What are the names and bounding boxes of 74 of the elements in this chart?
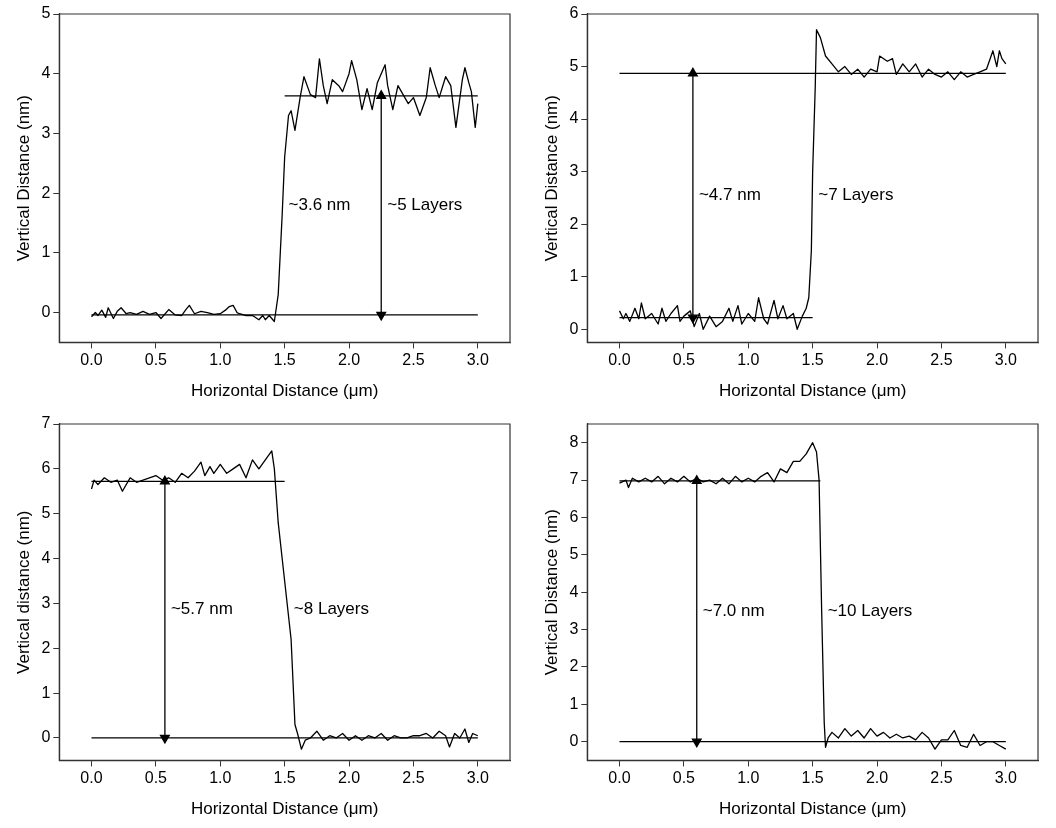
x-axis-title: Horizontal Distance (μm) — [190, 381, 379, 401]
y-tick-label: 4 — [569, 582, 579, 600]
x-tick-label: 0.0 — [608, 351, 631, 369]
x-tick-label: 0.5 — [672, 351, 696, 369]
x-tick-label: 1.0 — [737, 351, 760, 369]
x-tick-label: 0.0 — [80, 769, 103, 787]
x-tick-label: 1.5 — [273, 769, 296, 787]
x-tick-label: 2.5 — [402, 351, 425, 369]
x-tick-label: 1.0 — [209, 769, 232, 787]
y-axis-title: Vertical Distance (nm) — [541, 509, 561, 676]
x-tick-label: 0.5 — [144, 351, 168, 369]
y-tick-label: 1 — [569, 694, 579, 712]
annotation: ~8 Layers — [293, 599, 369, 619]
x-tick-label: 3.0 — [994, 769, 1018, 787]
x-tick-label: 1.5 — [273, 351, 296, 369]
y-tick-label: 0 — [569, 732, 579, 750]
y-tick-label: 3 — [569, 619, 579, 637]
y-tick-label: 3 — [569, 162, 579, 180]
annotation: ~5 Layers — [387, 195, 463, 215]
x-tick-label: 2.5 — [402, 769, 425, 787]
y-tick-label: 5 — [569, 545, 579, 563]
x-axis-title: Horizontal Distance (μm) — [718, 381, 907, 401]
y-tick-label: 7 — [569, 470, 579, 488]
y-tick-label: 3 — [41, 123, 51, 141]
x-tick-label: 1.0 — [737, 769, 760, 787]
y-tick-label: 5 — [569, 56, 579, 74]
x-tick-label: 1.5 — [801, 769, 824, 787]
y-tick-label: 2 — [41, 638, 51, 656]
x-tick-label: 0.0 — [80, 351, 103, 369]
x-tick-label: 2.5 — [930, 351, 953, 369]
y-tick-label: 1 — [41, 243, 51, 261]
x-tick-label: 3.0 — [466, 769, 490, 787]
x-tick-label: 2.0 — [865, 769, 889, 787]
x-axis-title: Horizontal Distance (μm) — [190, 799, 379, 819]
y-tick-label: 2 — [41, 183, 51, 201]
x-tick-label: 1.5 — [801, 351, 824, 369]
x-tick-label: 2.0 — [337, 351, 361, 369]
annotation: ~5.7 nm — [170, 599, 233, 619]
y-tick-label: 3 — [41, 593, 51, 611]
y-tick-label: 2 — [569, 657, 579, 675]
y-tick-label: 6 — [569, 4, 579, 22]
y-tick-label: 7 — [41, 414, 51, 432]
y-tick-label: 6 — [41, 459, 51, 477]
y-tick-label: 4 — [569, 109, 579, 127]
x-tick-label: 2.5 — [930, 769, 953, 787]
annotation: ~10 Layers — [827, 600, 913, 620]
y-tick-label: 4 — [41, 548, 51, 566]
annotation: ~3.6 nm — [288, 195, 351, 215]
y-tick-label: 0 — [41, 302, 51, 320]
x-tick-label: 2.0 — [337, 769, 361, 787]
y-axis-title: Vertical Distance (nm) — [541, 95, 561, 262]
x-tick-label: 1.0 — [209, 351, 232, 369]
annotation: ~4.7 nm — [698, 185, 761, 205]
y-tick-label: 2 — [569, 214, 579, 232]
annotation: ~7 Layers — [818, 185, 894, 205]
x-axis-title: Horizontal Distance (μm) — [718, 799, 907, 819]
x-tick-label: 3.0 — [466, 351, 490, 369]
x-tick-label: 0.5 — [672, 769, 696, 787]
y-tick-label: 1 — [569, 267, 579, 285]
x-tick-label: 2.0 — [865, 351, 889, 369]
annotation: ~7.0 nm — [702, 600, 765, 620]
y-tick-label: 6 — [569, 507, 579, 525]
x-tick-label: 0.5 — [144, 769, 168, 787]
y-tick-label: 0 — [569, 319, 579, 337]
y-tick-label: 1 — [41, 683, 51, 701]
y-tick-label: 4 — [41, 64, 51, 82]
y-axis-title: Vertical Distance (nm) — [13, 95, 33, 262]
y-tick-label: 5 — [41, 4, 51, 22]
y-tick-label: 0 — [41, 728, 51, 746]
y-tick-label: 5 — [41, 504, 51, 522]
x-tick-label: 3.0 — [994, 351, 1018, 369]
x-tick-label: 0.0 — [608, 769, 631, 787]
y-axis-title: Vertical distance (nm) — [13, 510, 33, 674]
y-tick-label: 8 — [569, 433, 579, 451]
